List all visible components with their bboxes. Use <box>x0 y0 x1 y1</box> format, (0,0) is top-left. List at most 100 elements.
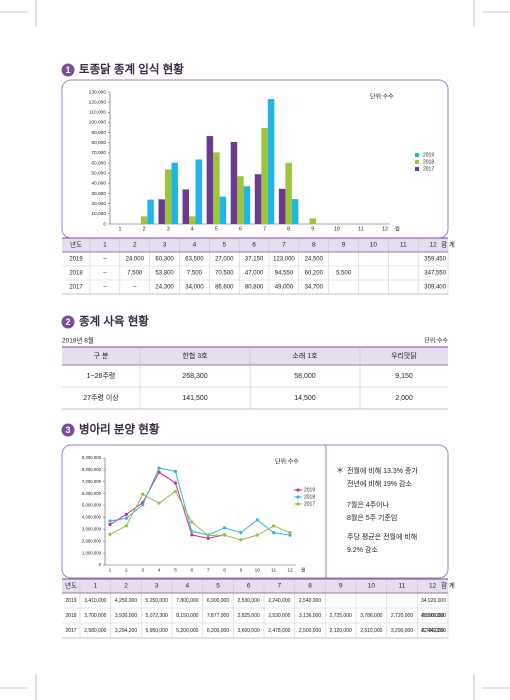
y-tick-label: 5,000,000 <box>82 503 102 508</box>
bar <box>309 218 316 224</box>
bar <box>261 127 268 224</box>
bar <box>164 169 172 224</box>
legend-label: 2017 <box>304 501 315 507</box>
section-number: 2 <box>65 317 70 327</box>
bar <box>206 136 214 224</box>
point <box>272 531 276 535</box>
table-cell: 60,300 <box>155 257 174 263</box>
section-badge <box>61 63 75 77</box>
table-header: 소래 1호 <box>292 351 318 360</box>
table-cell: 80,800 <box>245 285 264 291</box>
point <box>124 512 128 517</box>
point <box>173 489 178 493</box>
table-cell: 2,120,000 <box>330 628 352 634</box>
note-line: 7월은 4주이나 <box>347 500 389 509</box>
point <box>124 524 128 528</box>
y-tick-label: 8,000,000 <box>82 467 102 472</box>
bar <box>195 159 203 224</box>
table-cell: 3,786,000 <box>360 613 382 619</box>
table-cell: 6,200,000 <box>207 628 229 634</box>
x-tick-label: 4 <box>191 226 194 232</box>
point <box>108 519 112 523</box>
legend-swatch <box>415 153 419 157</box>
bar <box>267 99 275 224</box>
bar <box>230 141 238 224</box>
y-tick-label: 50,000 <box>91 170 106 176</box>
point <box>124 516 128 520</box>
bar <box>140 216 148 224</box>
table-total: 359,450 <box>424 257 446 263</box>
y-tick-label: 1,000,000 <box>82 550 102 555</box>
table-header: 6 <box>252 242 256 249</box>
section-title: 병아리 분양 현황 <box>79 422 160 436</box>
y-tick-label: 60,000 <box>91 160 106 166</box>
table-cell: 5,200,000 <box>176 628 198 634</box>
table-cell: 27주령 이상 <box>83 393 119 402</box>
point <box>206 533 210 538</box>
bar <box>189 216 196 224</box>
table-header: 12 <box>429 242 437 249</box>
table-total: 347,550 <box>424 271 446 277</box>
table-cell: 86,600 <box>215 285 234 291</box>
table-cell: – <box>133 285 137 291</box>
y-tick-label: 10,000 <box>91 211 106 217</box>
point <box>206 536 210 540</box>
table-cell: 24,300 <box>155 285 174 291</box>
table-cell: 60,200 <box>305 271 324 277</box>
bar <box>254 174 262 224</box>
x-tick-label: 8 <box>287 226 290 232</box>
table-header: 5 <box>222 242 226 249</box>
table-cell: 2,530,000 <box>238 598 260 604</box>
bar <box>291 199 299 224</box>
table-cell: 2,530,000 <box>268 613 290 619</box>
table-cell: 5,072,300 <box>146 613 168 619</box>
x-tick-label: 10 <box>334 226 340 232</box>
note-line: 9.2% 감소 <box>347 546 378 554</box>
y-tick-label: 80,000 <box>91 140 106 146</box>
table-header: 4 <box>186 583 190 590</box>
table-cell: 6,900,000 <box>207 598 229 604</box>
x-axis-unit: 월 <box>301 566 305 573</box>
table-total: 48,906,300 <box>421 613 446 619</box>
table-cell: 2,500,000 <box>299 628 321 634</box>
y-tick-label: 20,000 <box>91 201 106 207</box>
table-cell: 3,600,000 <box>238 628 260 634</box>
section-title: 토종닭 종계 입식 현황 <box>79 62 184 76</box>
point <box>173 481 178 485</box>
table-year: 2017 <box>65 628 76 634</box>
legend-marker <box>296 495 300 499</box>
table-cell: 8,150,000 <box>176 613 198 619</box>
table-year: 2017 <box>69 285 83 291</box>
point <box>288 531 292 535</box>
table-header: 7 <box>282 242 286 249</box>
legend-swatch <box>415 167 419 171</box>
y-tick-label: 7,000,000 <box>82 479 102 484</box>
table-header: 년도 <box>65 581 77 590</box>
table-header: 우리맛닭 <box>391 351 417 360</box>
table-cell: 2,000 <box>395 395 413 402</box>
table-cell: 2,240,000 <box>268 598 290 604</box>
table-cell: 2,510,000 <box>360 628 382 634</box>
table-header: 1 <box>103 242 107 249</box>
table-cell: 70,500 <box>215 271 234 277</box>
point <box>255 518 259 522</box>
table-cell: 5,250,000 <box>146 598 168 604</box>
y-tick-label: 2,000,000 <box>82 538 102 543</box>
y-tick-label: 110,000 <box>89 110 106 116</box>
table-cell: 7,877,000 <box>207 613 229 619</box>
table-header: 구 분 <box>94 352 109 360</box>
table-header: 2 <box>133 242 137 249</box>
table-cell: 268,300 <box>182 373 207 380</box>
table-cell: 2,510,000 <box>422 613 444 619</box>
table-cell: 37,150 <box>245 257 264 263</box>
table-cell: 3,930,000 <box>115 613 137 619</box>
point <box>239 531 243 535</box>
y-tick-label: 0 <box>99 562 102 567</box>
table-header: 7 <box>278 583 282 590</box>
table-header: 8 <box>308 583 312 590</box>
table-cell: 141,500 <box>182 395 207 402</box>
table-cell: 94,550 <box>275 271 294 277</box>
note-mark: ＊ <box>336 466 344 475</box>
point <box>255 533 259 537</box>
